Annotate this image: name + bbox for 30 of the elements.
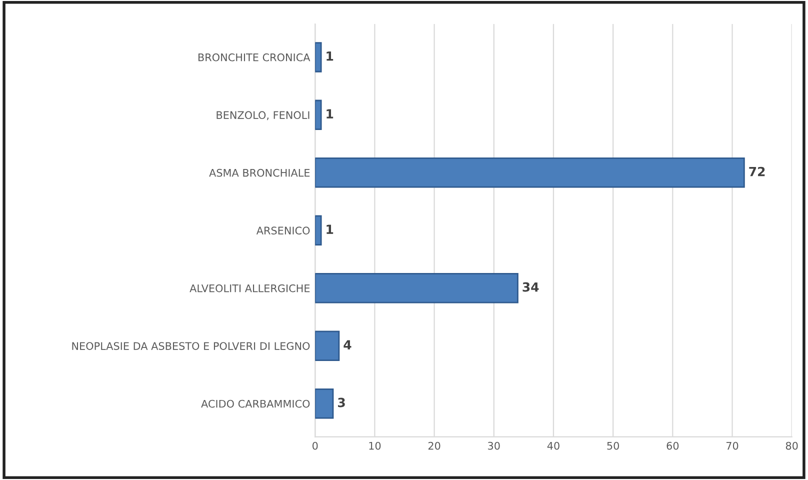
y-tick-label: NEOPLASIE DA ASBESTO E POLVERI DI LEGNO [72,342,310,350]
bar [315,42,322,72]
bar [315,388,334,419]
data-label: 1 [326,224,334,234]
x-tick-label: 20 [428,442,440,450]
y-tick-label: ASMA BRONCHIALE [209,168,310,177]
bar [315,215,322,246]
data-label: 1 [326,52,334,61]
bar [315,273,518,304]
data-label: 1 [326,109,334,118]
x-tick-label: 30 [488,442,500,450]
data-label: 3 [338,398,345,408]
data-label: 72 [749,166,765,176]
x-tick-label: 60 [666,442,679,450]
x-tick-label: 80 [786,442,798,450]
y-tick-label: ACIDO CARBAMMICO [201,400,310,408]
y-tick-label: BENZOLO, FENOLI [216,111,310,120]
y-tick-label: ARSENICO [256,226,310,235]
x-tick-label: 70 [726,442,738,450]
x-tick-label: 50 [607,442,620,450]
y-tick-label: BRONCHITE CRONICA [198,53,310,62]
x-tick-label: 0 [312,442,318,450]
x-tick-label: 40 [547,442,560,450]
bar [315,100,322,130]
y-tick-label: ALVEOLITI ALLERGICHE [190,284,310,292]
x-tick-label: 10 [369,442,381,450]
data-label: 4 [344,340,352,350]
bar [315,158,745,188]
bar [315,330,340,361]
data-label: 34 [522,282,539,292]
